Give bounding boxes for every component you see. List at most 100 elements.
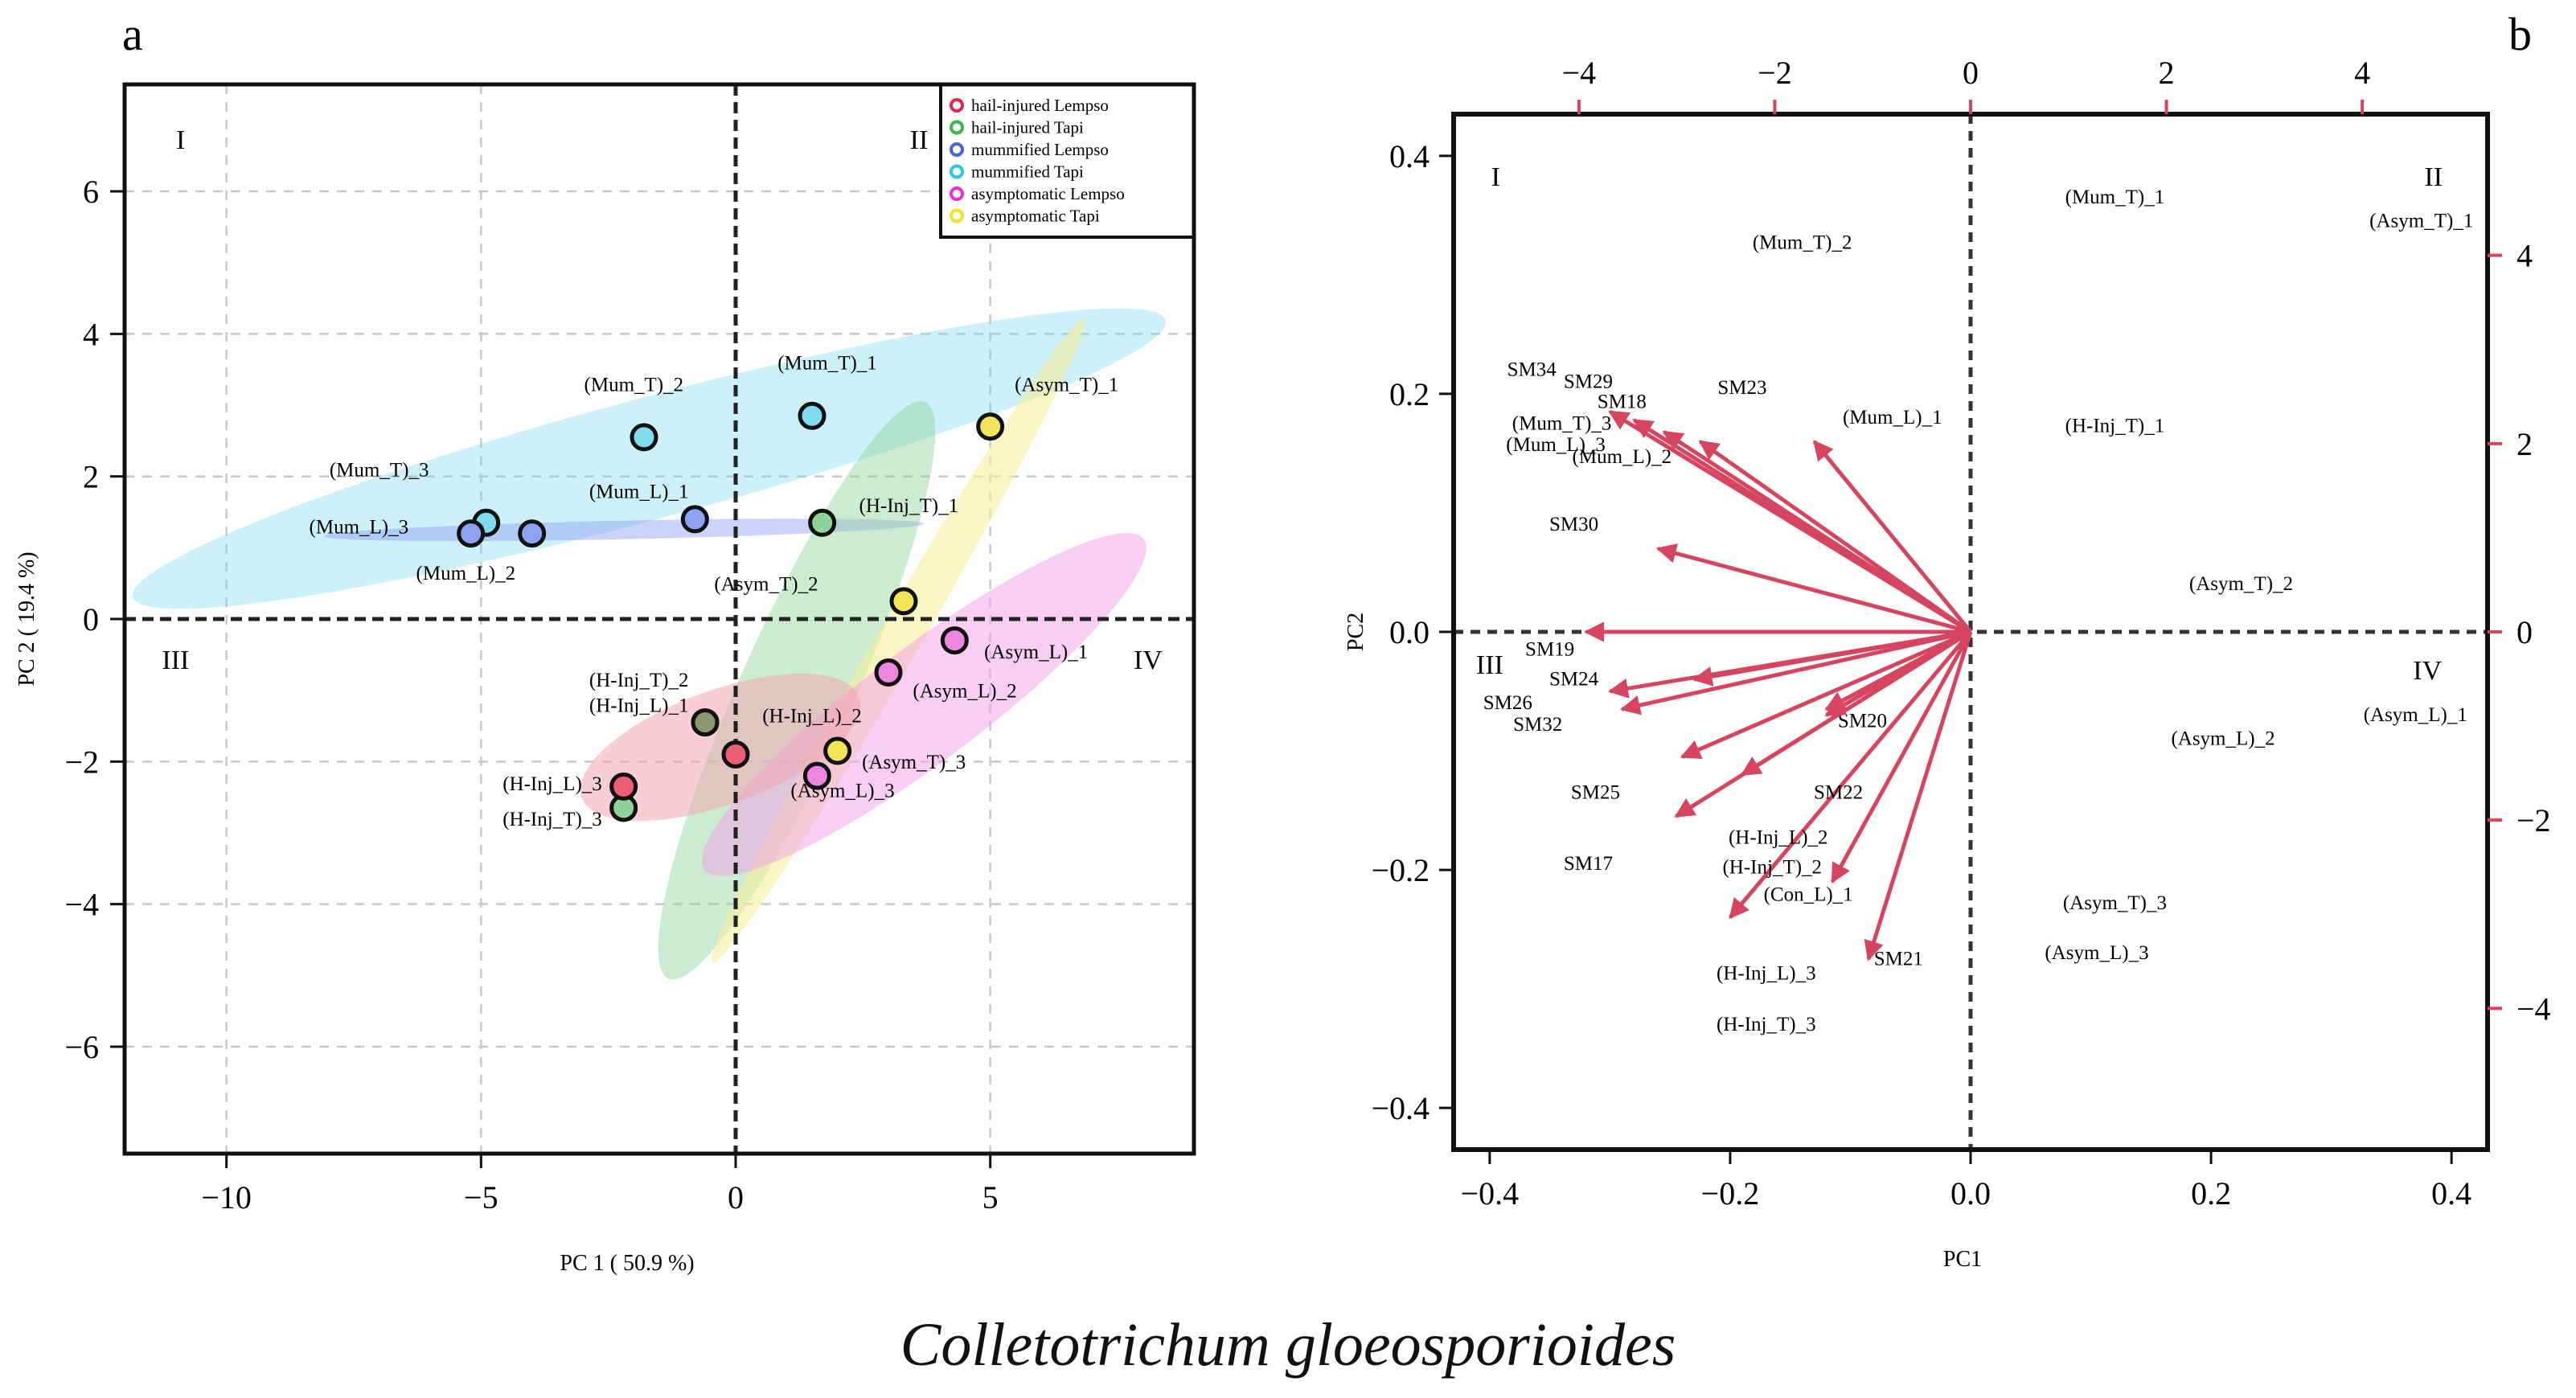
confidence-ellipse [580,674,861,822]
loading-arrow [1830,630,1973,884]
point-label: (Mum_T)_2 [585,374,684,396]
sample-label: (Asym_L)_3 [2045,942,2148,964]
sample-label: (Mum_T)_2 [1753,232,1852,253]
sample-label: (Asym_L)_2 [2171,728,2275,750]
quadrant-label: III [1476,650,1503,680]
loading-label: SM32 [1513,714,1562,736]
quadrant-label: II [910,125,929,155]
loading-label: SM20 [1838,710,1887,732]
data-point [457,519,486,548]
data-point [874,658,903,687]
loading-label: SM17 [1564,853,1613,875]
loading-arrow [1619,629,1971,715]
y-tick-label: −0.4 [1371,1090,1430,1126]
sample-label: (Mum_T)_1 [2065,187,2165,208]
right-tick-label: 0 [2517,614,2533,650]
legend-entry: asymptomatic Tapi [971,207,1100,226]
x-axis-label: PC1 [1943,1247,1982,1272]
x-tick-label: 0.0 [1950,1175,1991,1211]
loading-arrow [1692,629,1971,687]
loading-label: SM29 [1564,371,1613,393]
y-tick-label: 4 [83,316,99,352]
quadrant-label: IV [2413,656,2442,686]
point-label: (Asym_L)_2 [913,681,1016,703]
legend-marker [950,164,964,179]
y-tick-label: −6 [64,1029,99,1065]
sample-label: (Con_L)_1 [1764,884,1853,906]
top-tick-label: 2 [2159,55,2175,91]
y-tick-label: −0.2 [1371,852,1430,888]
point-label: (H-Inj_L)_3 [502,773,602,795]
loading-label: SM18 [1598,392,1647,413]
right-tick-label: 4 [2517,238,2533,274]
point-label: (H-Inj_T)_1 [859,495,959,517]
loading-arrow [1662,430,1972,634]
sample-label: (Mum_L)_2 [1573,446,1672,468]
point-label: (Asym_T)_1 [1015,374,1118,396]
y-tick-label: 0.0 [1389,614,1430,650]
data-point [823,736,852,765]
loading-label: SM26 [1483,692,1532,714]
x-tick-label: 5 [982,1179,999,1216]
sample-label: (Mum_L)_1 [1843,407,1942,428]
data-point [691,708,720,737]
panel-b-letter: b [2508,8,2532,60]
point-label: (H-Inj_L)_1 [589,695,689,716]
right-tick-label: −4 [2517,990,2551,1027]
x-tick-label: 0.4 [2431,1175,2471,1211]
right-tick-label: −2 [2517,802,2551,838]
loading-label: SM19 [1525,639,1574,661]
data-point [630,423,658,452]
data-point [680,505,709,534]
data-point [518,519,547,548]
legend-entry: hail-injured Tapi [971,118,1084,137]
y-tick-label: 6 [83,174,99,210]
point-label: (H-Inj_L)_2 [762,706,862,728]
sample-label: (Asym_L)_1 [2364,704,2467,726]
legend-entry: mummified Tapi [971,162,1084,182]
y-axis-label: PC 2 ( 19.4 %) [14,551,39,686]
point-label: (Asym_L)_1 [984,642,1088,663]
point-label: (Asym_T)_2 [714,574,818,596]
sample-label: (Mum_L)_3 [1506,434,1606,456]
data-point [808,508,837,537]
top-tick-label: 4 [2354,55,2370,91]
legend-entry: asymptomatic Lempso [971,184,1125,203]
figure-caption: Colletotrichum gloeosporioides [900,1311,1676,1379]
loading-arrow [1812,440,1972,633]
top-tick-label: −2 [1758,55,1792,91]
x-tick-label: −0.2 [1701,1175,1760,1211]
loading-arrow [1698,440,1972,634]
y-tick-label: 0.2 [1389,376,1430,412]
y-tick-label: −4 [64,887,99,923]
loading-arrow [1680,629,1971,759]
legend-marker [950,187,964,201]
legend-marker [950,98,964,113]
data-point [609,772,638,801]
quadrant-label: I [176,125,185,155]
quadrant-label: IV [1134,646,1163,675]
x-axis-label: PC 1 ( 50.9 %) [560,1251,694,1276]
loading-arrow [1864,631,1973,961]
sample-label: (Mum_T)_3 [1512,412,1612,434]
x-tick-label: −5 [464,1179,498,1216]
loading-arrow [1729,630,1972,920]
y-tick-label: 0.4 [1389,138,1430,174]
point-label: (Mum_L)_1 [589,481,689,502]
loading-arrow [1824,629,1972,717]
point-label: (Mum_L)_2 [416,563,516,584]
sample-label: (H-Inj_L)_2 [1729,827,1828,849]
point-label: (Asym_L)_3 [790,781,894,802]
y-tick-label: 0 [83,601,99,638]
loading-label: SM34 [1507,359,1557,381]
loading-label: SM30 [1549,514,1598,535]
quadrant-label: I [1491,162,1500,192]
legend-marker [950,208,964,223]
x-tick-label: −10 [201,1179,252,1216]
data-point [940,626,969,655]
right-tick-label: 2 [2517,426,2533,462]
loading-label: SM24 [1549,669,1599,691]
x-tick-label: 0 [728,1179,744,1216]
